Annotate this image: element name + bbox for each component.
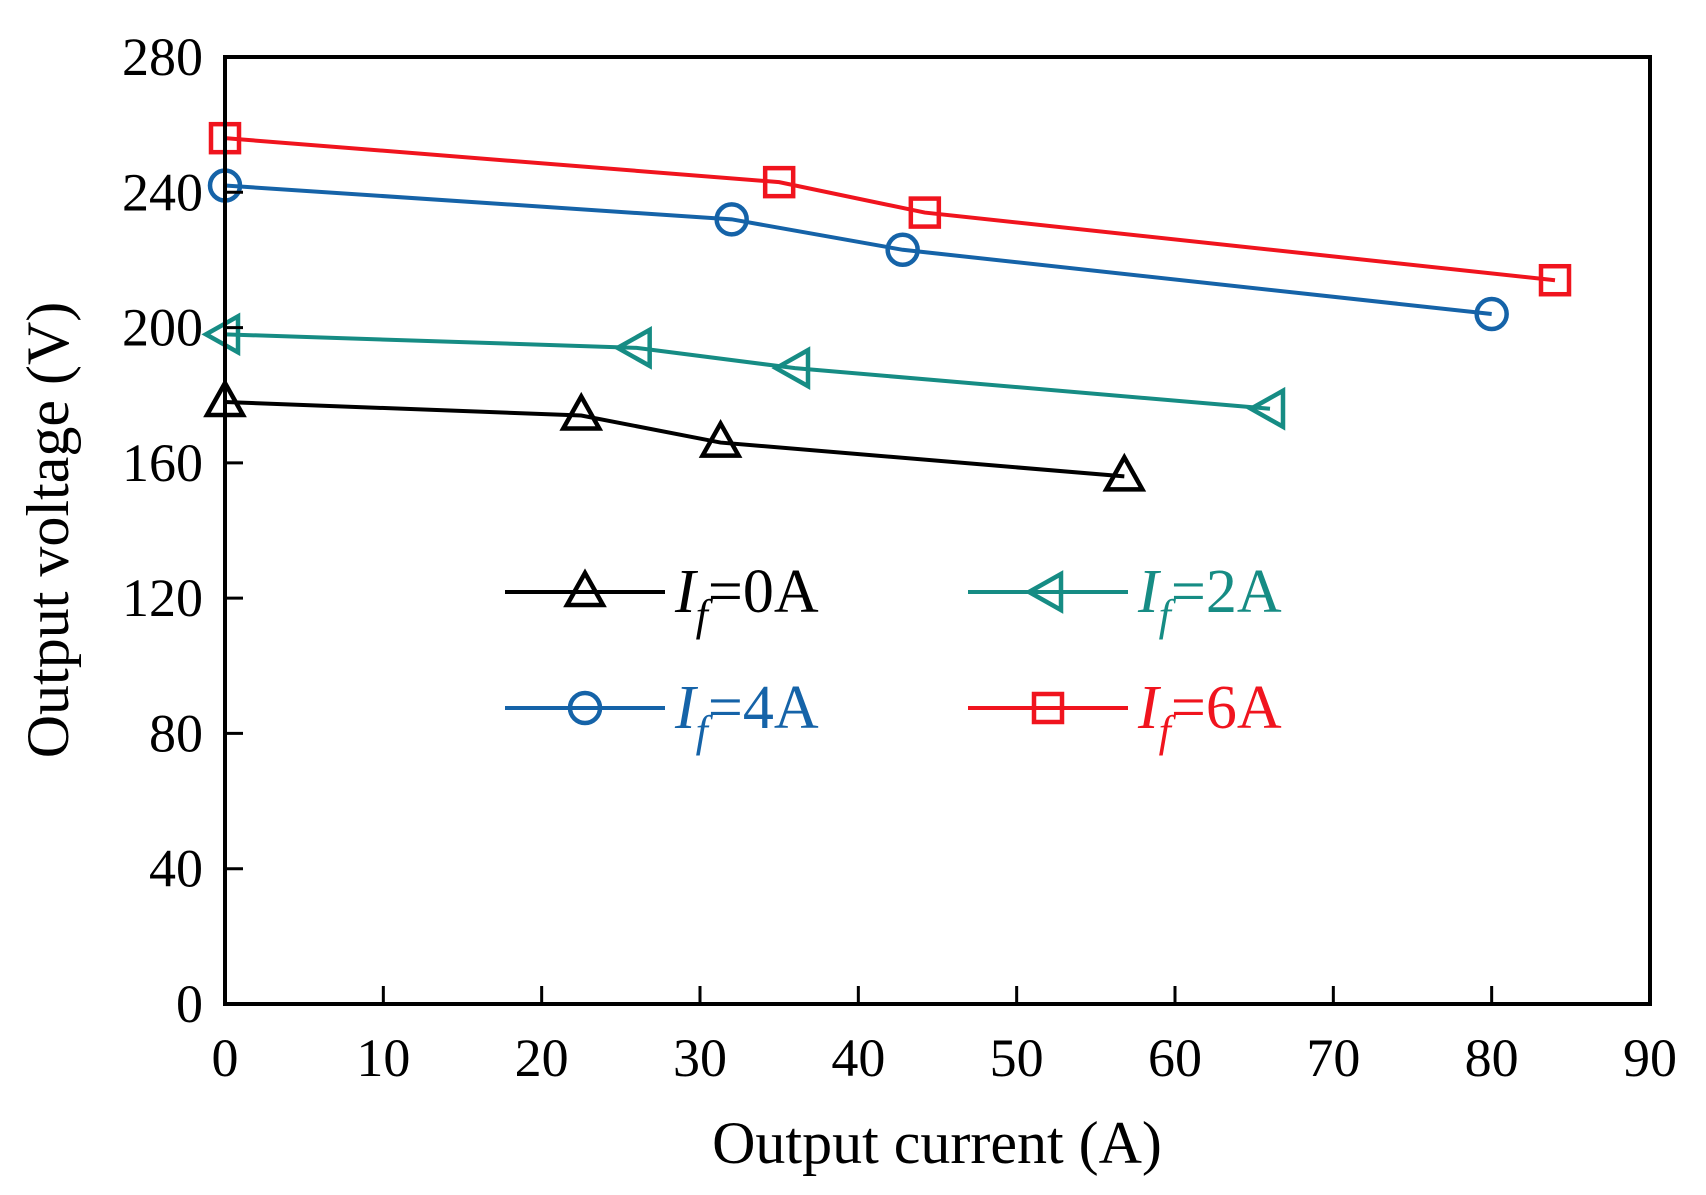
x-tick-label-9: 90 <box>1623 1028 1677 1088</box>
x-tick-label-6: 60 <box>1148 1028 1202 1088</box>
x-tick-label-0: 0 <box>212 1028 239 1088</box>
legend-item-3: If=6A <box>968 674 1282 756</box>
data-point-1-1 <box>613 326 652 370</box>
data-point-1-3 <box>1246 386 1286 431</box>
legend-marker-2 <box>567 690 603 726</box>
legend-label-3: If=6A <box>1137 674 1282 756</box>
series-line-0 <box>224 399 1125 479</box>
y-tick-label-4: 160 <box>122 433 203 493</box>
y-tick-label-2: 80 <box>149 703 203 763</box>
series-line-1 <box>224 332 1271 411</box>
plot-frame <box>223 55 1652 1006</box>
data-point-2-3 <box>1474 296 1509 332</box>
y-tick-label-6: 240 <box>122 162 203 222</box>
x-tick-label-8: 80 <box>1465 1028 1519 1088</box>
data-point-3-3 <box>1538 263 1572 297</box>
series-2 <box>207 168 1509 332</box>
x-tick-label-1: 10 <box>356 1028 410 1088</box>
series-line-3 <box>224 136 1556 283</box>
data-point-1-0 <box>201 312 241 357</box>
legend-marker-1 <box>1024 570 1064 614</box>
tick-layer: 0 10 20 30 40 50 60 70 80 90 0 40 80 120 160 200 240 280 <box>122 27 1677 1088</box>
legend-label-2: If=4A <box>674 674 819 756</box>
series-0 <box>203 378 1147 492</box>
y-tick-label-1: 40 <box>149 839 203 899</box>
data-point-3-2 <box>908 196 942 229</box>
legend-item-2: If=4A <box>505 674 819 756</box>
series-1 <box>201 312 1286 431</box>
x-tick-label-5: 50 <box>990 1028 1044 1088</box>
x-tick-label-3: 30 <box>673 1028 727 1088</box>
data-point-0-2 <box>698 418 743 458</box>
x-tick-label-7: 70 <box>1306 1028 1360 1088</box>
y-tick-label-3: 120 <box>122 568 203 628</box>
data-point-3-1 <box>762 165 796 199</box>
legend-label-1: If=2A <box>1137 558 1282 640</box>
x-tick-label-2: 20 <box>515 1028 569 1088</box>
data-point-0-1 <box>559 391 604 431</box>
y-tick-label-5: 200 <box>122 298 203 358</box>
y-tick-label-7: 280 <box>122 27 203 87</box>
y-tick-label-0: 0 <box>176 974 203 1034</box>
data-point-1-2 <box>771 346 811 391</box>
series-line-2 <box>224 183 1492 317</box>
legend-item-1: If=2A <box>968 558 1282 640</box>
legend-marker-3 <box>1031 691 1065 725</box>
series-layer <box>201 121 1572 492</box>
legend-marker-0 <box>563 568 607 608</box>
legend-label-0: If=0A <box>674 558 819 640</box>
x-tick-label-4: 40 <box>831 1028 885 1088</box>
data-point-2-2 <box>885 232 920 268</box>
legend: If=0A If=2A If=4A If=6A <box>505 558 1282 756</box>
y-axis-label: Output voltage (V) <box>15 302 81 759</box>
legend-item-0: If=0A <box>505 558 819 640</box>
data-point-2-1 <box>714 202 749 237</box>
data-point-0-3 <box>1102 452 1147 492</box>
x-axis-label: Output current (A) <box>712 1110 1162 1176</box>
series-3 <box>208 121 1572 297</box>
